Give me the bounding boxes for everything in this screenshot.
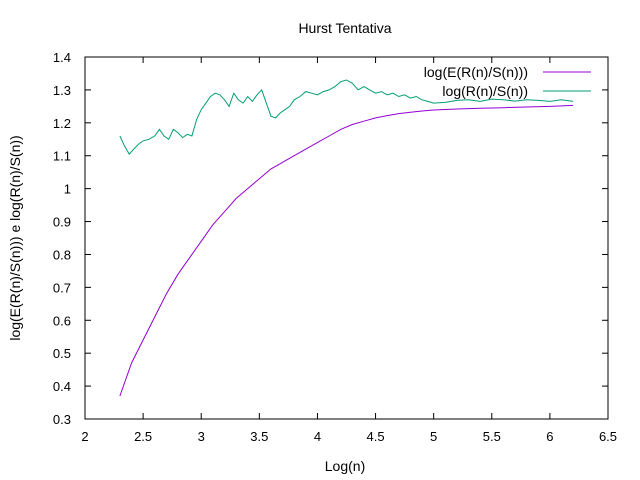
- x-tick-label: 6.5: [599, 429, 617, 444]
- series-line-1: [119, 104, 574, 397]
- x-tick-label: 3: [198, 429, 205, 444]
- x-tick-label: 6: [546, 429, 553, 444]
- x-tick-label: 3.5: [250, 429, 268, 444]
- x-tick-label: 5: [430, 429, 437, 444]
- y-tick-label: 0.7: [53, 280, 71, 295]
- chart-title: Hurst Tentativa: [298, 20, 391, 36]
- y-tick-label: 0.6: [53, 313, 71, 328]
- y-tick-label: 1.2: [53, 116, 71, 131]
- y-tick-label: 0.9: [53, 215, 71, 230]
- legend-label-1: log(E(R(n)/S(n))): [424, 64, 528, 80]
- series-line-2: [119, 79, 574, 155]
- legend: log(E(R(n)/S(n))) log(R(n)/S(n)): [424, 64, 591, 99]
- x-tick-label: 2.5: [134, 429, 152, 444]
- legend-label-2: log(R(n)/S(n)): [442, 83, 528, 99]
- axis-ticks: 2 2.5 3 3.5 4 4.5 5 5.5 6 6.5 0.3 0.4 0.5 0.6 0.7 0.8 0.…: [53, 50, 617, 444]
- x-tick-label: 2: [81, 429, 88, 444]
- x-tick-label: 4.5: [367, 429, 385, 444]
- series-lines: [119, 79, 574, 397]
- y-tick-label: 0.8: [53, 247, 71, 262]
- x-tick-label: 4: [314, 429, 321, 444]
- y-tick-label: 1.4: [53, 50, 71, 65]
- y-tick-label: 0.4: [53, 379, 71, 394]
- y-tick-label: 1.3: [53, 83, 71, 98]
- plot-frame: [84, 56, 609, 420]
- y-tick-label: 1.1: [53, 149, 71, 164]
- y-tick-label: 1: [64, 182, 71, 197]
- y-tick-label: 0.3: [53, 412, 71, 427]
- y-tick-label: 0.5: [53, 346, 71, 361]
- y-axis-label: log(E(R(n)/S(n))) e log(R(n)/S(n)): [7, 135, 23, 340]
- x-tick-label: 5.5: [483, 429, 501, 444]
- x-axis-label: Log(n): [325, 458, 365, 474]
